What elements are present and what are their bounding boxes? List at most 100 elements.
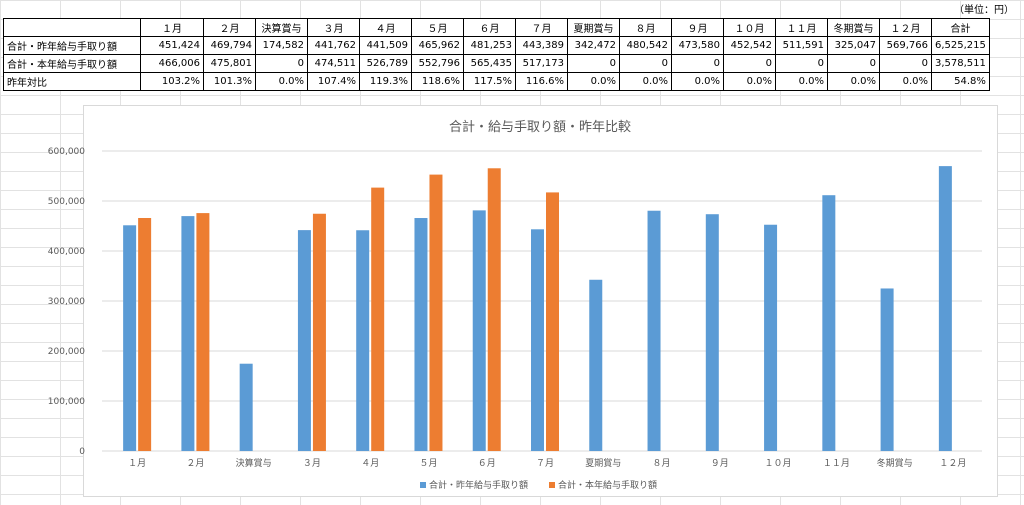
table-cell[interactable]: 0.0% — [827, 72, 880, 91]
bar-this-year[interactable] — [196, 213, 210, 451]
table-cell[interactable]: 0.0% — [671, 72, 724, 91]
table-cell[interactable]: 54.8% — [931, 72, 990, 91]
bar-this-year[interactable] — [371, 187, 385, 451]
table-cell[interactable]: 517,173 — [515, 54, 568, 73]
bar-last-year[interactable] — [880, 288, 894, 451]
table-cell[interactable]: 511,591 — [775, 36, 828, 55]
bar-last-year[interactable] — [531, 229, 544, 451]
table-cell[interactable]: 107.4% — [307, 72, 360, 91]
table-cell[interactable]: 465,962 — [411, 36, 464, 55]
column-header[interactable]: 決算賞与 — [255, 18, 308, 37]
table-cell[interactable]: 565,435 — [463, 54, 516, 73]
table-cell[interactable]: 481,253 — [463, 36, 516, 55]
row-label[interactable]: 昨年対比 — [3, 72, 141, 91]
table-cell[interactable]: 118.6% — [411, 72, 464, 91]
table-cell[interactable]: 117.5% — [463, 72, 516, 91]
table-cell[interactable]: 569,766 — [879, 36, 932, 55]
table-cell[interactable]: 116.6% — [515, 72, 568, 91]
column-header[interactable]: １１月 — [775, 18, 828, 37]
bar-this-year[interactable] — [138, 217, 152, 451]
column-header[interactable]: 合計 — [931, 18, 990, 37]
table-cell[interactable]: 0 — [827, 54, 880, 73]
bar-last-year[interactable] — [239, 363, 253, 451]
x-tick-label: １０月 — [765, 458, 792, 469]
bar-last-year[interactable] — [414, 218, 428, 451]
bar-last-year[interactable] — [472, 210, 486, 451]
table-cell[interactable]: 0.0% — [775, 72, 828, 91]
table-cell[interactable]: 466,006 — [140, 54, 204, 73]
table-cell[interactable]: 552,796 — [411, 54, 464, 73]
table-cell[interactable]: 0.0% — [879, 72, 932, 91]
x-tick-label: ７月 — [536, 458, 554, 469]
legend-label[interactable]: 合計・本年給与手取り額 — [558, 479, 657, 491]
column-header[interactable]: １月 — [140, 18, 204, 37]
table-cell[interactable]: 0.0% — [567, 72, 620, 91]
table-cell[interactable]: 0 — [671, 54, 724, 73]
table-cell[interactable]: 473,580 — [671, 36, 724, 55]
column-header[interactable]: ５月 — [411, 18, 464, 37]
x-tick-label: １２月 — [939, 458, 966, 469]
column-header[interactable]: １０月 — [723, 18, 776, 37]
table-cell[interactable]: 526,789 — [359, 54, 412, 73]
column-header[interactable]: 冬期賞与 — [827, 18, 880, 37]
table-cell[interactable]: 0 — [255, 54, 308, 73]
table-cell[interactable]: 101.3% — [203, 72, 256, 91]
table-cell[interactable]: 443,389 — [515, 36, 568, 55]
row-label[interactable]: 合計・本年給与手取り額 — [3, 54, 141, 73]
column-header[interactable]: 夏期賞与 — [567, 18, 620, 37]
bar-last-year[interactable] — [647, 210, 661, 451]
y-tick-label: 300,000 — [48, 297, 85, 307]
table-cell[interactable]: 0.0% — [619, 72, 672, 91]
table-cell[interactable]: 0.0% — [255, 72, 308, 91]
table-cell[interactable]: 441,509 — [359, 36, 412, 55]
bar-last-year[interactable] — [356, 230, 370, 451]
chart-area[interactable]: 合計・給与手取り額・昨年比較 0 100,000 200,000 300,000 400… — [48, 105, 998, 497]
table-cell[interactable]: 6,525,215 — [931, 36, 990, 55]
table-cell[interactable]: 0 — [723, 54, 776, 73]
table-cell[interactable]: 0 — [619, 54, 672, 73]
x-tick-label: ９月 — [711, 458, 729, 469]
table-cell[interactable]: 451,424 — [140, 36, 204, 55]
bar-last-year[interactable] — [123, 225, 137, 451]
bar-last-year[interactable] — [181, 216, 195, 451]
table-cell[interactable]: 480,542 — [619, 36, 672, 55]
column-header[interactable]: ２月 — [203, 18, 256, 37]
column-header[interactable]: ４月 — [359, 18, 412, 37]
table-cell[interactable]: 469,794 — [203, 36, 256, 55]
table-cell[interactable]: 3,578,511 — [931, 54, 990, 73]
chart-title: 合計・給与手取り額・昨年比較 — [449, 119, 631, 135]
column-header[interactable]: ３月 — [307, 18, 360, 37]
table-cell[interactable]: 0 — [879, 54, 932, 73]
table-cell[interactable]: 119.3% — [359, 72, 412, 91]
table-cell[interactable]: 174,582 — [255, 36, 308, 55]
bar-this-year[interactable] — [487, 168, 501, 451]
table-cell[interactable]: 474,511 — [307, 54, 360, 73]
table-cell[interactable]: 103.2% — [140, 72, 204, 91]
column-header[interactable]: ６月 — [463, 18, 516, 37]
table-cell[interactable]: 0 — [567, 54, 620, 73]
row-label[interactable]: 合計・昨年給与手取り額 — [3, 36, 141, 55]
table-cell[interactable]: 475,801 — [203, 54, 256, 73]
table-cell[interactable]: 325,047 — [827, 36, 880, 55]
table-cell[interactable]: 441,762 — [307, 36, 360, 55]
bar-last-year[interactable] — [297, 230, 311, 451]
table-row: 合計・昨年給与手取り額 451,424 469,794 174,582 441,762 4… — [3, 36, 990, 55]
table-cell[interactable]: 0 — [775, 54, 828, 73]
column-header[interactable]: ９月 — [671, 18, 724, 37]
bar-last-year[interactable] — [822, 195, 836, 451]
header-corner-cell[interactable] — [3, 18, 141, 37]
column-header[interactable]: ８月 — [619, 18, 672, 37]
bar-last-year[interactable] — [589, 279, 603, 451]
table-cell[interactable]: 452,542 — [723, 36, 776, 55]
bar-last-year[interactable] — [938, 166, 952, 451]
legend-label[interactable]: 合計・昨年給与手取り額 — [429, 479, 528, 491]
bar-this-year[interactable] — [312, 213, 326, 451]
bar-this-year[interactable] — [546, 192, 559, 451]
table-cell[interactable]: 0.0% — [723, 72, 776, 91]
column-header[interactable]: ７月 — [515, 18, 568, 37]
bar-last-year[interactable] — [705, 214, 719, 451]
column-header[interactable]: １２月 — [879, 18, 932, 37]
bar-last-year[interactable] — [764, 224, 778, 451]
bar-this-year[interactable] — [429, 174, 443, 451]
table-cell[interactable]: 342,472 — [567, 36, 620, 55]
